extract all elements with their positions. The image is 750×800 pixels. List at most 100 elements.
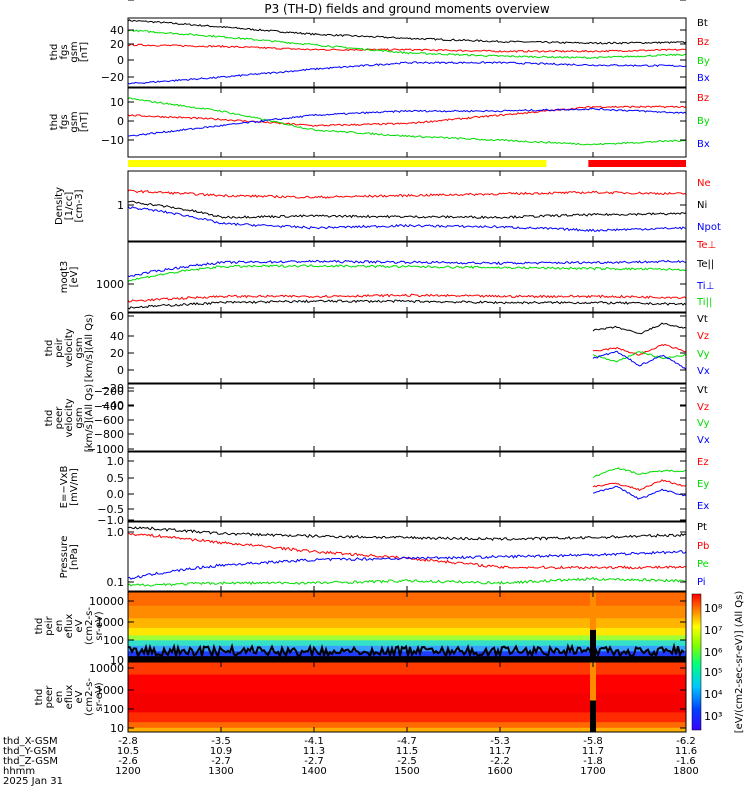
panel-3: Ne Ni Npot 1 Density [1/cc] [cm-3] <box>54 170 721 242</box>
ytick-label: −600 <box>94 414 124 427</box>
ylabel-line: [cm-3] <box>74 189 85 222</box>
series-line-pb <box>128 532 686 570</box>
ytick-label: 1000 <box>96 684 124 697</box>
ylabel-line: sr-eV) <box>94 611 105 640</box>
footer-value: -6.2 <box>676 736 696 747</box>
footer-value: -4.7 <box>397 736 417 747</box>
ytick-label: 1000 <box>96 278 124 291</box>
spectrogram-band <box>128 662 686 676</box>
series-line-pt <box>128 526 686 542</box>
legend-ey: Ey <box>697 479 709 490</box>
legend-bz: Bz <box>697 37 709 48</box>
legend-te⊥: Te⊥ <box>696 240 716 251</box>
footer-row-label: thd_X-GSM <box>3 736 58 747</box>
spectrogram-band <box>128 592 686 607</box>
ylabel-line: eV <box>74 619 85 632</box>
footer-value: -2.8 <box>118 736 138 747</box>
gap-stripe <box>590 629 596 661</box>
legend-vt: Vt <box>697 314 708 325</box>
ytick-label: 60 <box>110 310 124 323</box>
footer-value: 1200 <box>115 766 140 777</box>
colorbar-scale <box>691 593 702 731</box>
footer-value: -1.8 <box>583 756 603 767</box>
ytick-label: 20 <box>110 38 124 51</box>
ylabel-line: peer <box>54 406 65 430</box>
footer-value: 11.6 <box>675 746 697 757</box>
colorbar: 10⁸ 10⁷ 10⁶ 10⁵ 10⁴ 10³ [eV/(cm2-sec-sr-eV)] (… <box>691 591 745 733</box>
ytick-label: 20 <box>110 347 124 360</box>
legend-pe: Pe <box>697 559 709 570</box>
series-line-te|| <box>128 299 686 310</box>
footer-value: 10.5 <box>117 746 139 757</box>
panel-8: Pt Pb Pe Pi 1.0 0.1 Pressure [nPa] <box>59 521 709 592</box>
spectrogram <box>128 662 686 732</box>
gap-stripe <box>590 662 596 701</box>
spectrogram <box>128 592 686 661</box>
plot-title: P3 (TH-D) fields and ground moments over… <box>264 2 549 16</box>
footer-value: -2.6 <box>118 756 138 767</box>
ylabel-line: [eV] <box>69 267 80 288</box>
panel-7: Ez Ey Ex 1.0 0.5 0.0 −0.5−1.0 E=−VxB [mV/m] <box>59 451 709 527</box>
panel-10: 10000 1000 100 10 thd peer en eflux eV (cm2-s-sr-… <box>34 661 687 735</box>
series-line-bz <box>128 43 686 53</box>
spectrogram-band <box>128 635 686 641</box>
legend-pt: Pt <box>697 522 707 533</box>
spectrogram-band <box>128 674 686 694</box>
legend-bx: Bx <box>697 139 710 150</box>
ylabel-line: [km/s](All Qs) <box>84 314 95 382</box>
ytick-label: −0.5 <box>97 503 124 516</box>
footer-row-label: hhmm <box>3 766 35 777</box>
series-line-ti⊥ <box>128 259 686 278</box>
series-group <box>128 97 686 146</box>
spectrogram-band <box>128 605 686 619</box>
ylabel-line: thd <box>44 340 55 357</box>
ylabel-line: thd <box>34 689 45 706</box>
legend-ti⊥: Ti⊥ <box>696 281 714 292</box>
series-line-ey <box>592 467 686 478</box>
legend-vz: Vz <box>697 331 709 342</box>
series-group <box>128 526 686 587</box>
footer-value: -2.2 <box>490 756 510 767</box>
ytick-label: 0 <box>117 364 124 377</box>
ytick-label: 40 <box>110 24 124 37</box>
panel-frame <box>127 312 687 384</box>
ytick-label: 100 <box>103 634 124 647</box>
footer-value: 11.5 <box>396 746 418 757</box>
panel-6: VtVzVyVx−200−400−600−800−1000−1200−1400t… <box>44 0 710 456</box>
ylabel-line: (cm2-s- <box>84 678 95 716</box>
footer-value: 1600 <box>487 766 512 777</box>
legend-vx: Vx <box>697 366 710 377</box>
legend-bx: Bx <box>697 73 710 84</box>
series-line-vz <box>592 343 686 356</box>
series-line-te⊥ <box>128 293 686 303</box>
series-line-ex <box>592 485 686 500</box>
spectrogram-band <box>128 693 686 713</box>
spectrogram-band <box>128 722 686 729</box>
ylabel-line: gsm <box>69 41 80 62</box>
footer-value: -5.3 <box>490 736 510 747</box>
legend-ni: Ni <box>697 200 707 211</box>
status-yellow <box>128 160 547 167</box>
series-line-npot <box>128 205 686 232</box>
legend-ne: Ne <box>697 178 711 189</box>
series-line-pi <box>128 550 686 580</box>
ytick-label: −200 <box>94 385 124 398</box>
ylabel-line: fgs <box>59 44 70 59</box>
series-group <box>128 189 686 232</box>
footer-row-label: thd_Z-GSM <box>3 756 58 767</box>
ylabel-line: thd <box>34 618 45 635</box>
ylabel-line: peir <box>44 615 55 635</box>
ylabel-line: eflux <box>64 614 75 639</box>
panel-frame <box>127 383 687 452</box>
legend-vy: Vy <box>697 349 710 360</box>
footer-row-label: thd_Y-GSM <box>3 746 56 757</box>
legend-by: By <box>697 116 710 127</box>
ylabel-line: thd <box>49 114 60 131</box>
colorbar-tick: 10⁵ <box>704 666 722 679</box>
series-line-vy <box>592 351 686 363</box>
spectrogram-band <box>128 627 686 636</box>
ylabel-line: gsm <box>69 111 80 132</box>
legend-ti||: Ti|| <box>696 297 712 308</box>
ytick-label: −20 <box>101 71 124 84</box>
